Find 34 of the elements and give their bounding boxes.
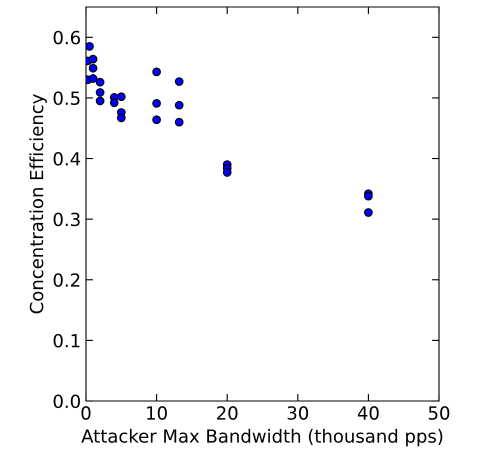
point [152,99,161,108]
point [96,78,104,87]
y-tick-label: 0.2 [54,273,80,287]
y-tick-label: 0.0 [54,394,80,408]
x-tick-label: 10 [147,406,167,420]
x-tick-label: 20 [217,406,238,420]
y-tick-label: 0.6 [54,30,80,44]
x-tick-label: 50 [428,406,450,420]
point [96,88,104,97]
point [88,74,98,83]
point [96,96,104,106]
y-tick-label: 0.3 [54,212,80,226]
point [110,98,119,108]
point [88,64,98,73]
x-axis-title: Attacker Max Bandwidth (thousand pps) [81,428,442,446]
point [174,100,184,110]
point [174,118,184,127]
point [116,114,126,122]
point [152,68,161,76]
point [364,192,373,200]
x-tick-label: 30 [288,406,308,420]
point [116,92,126,102]
x-tick-label: 0 [81,406,91,420]
y-tick-label: 0.1 [54,334,80,348]
x-tick-label: 40 [358,406,379,420]
point [222,168,232,177]
y-axis-title: Concentration Efficiency [29,94,47,314]
point [364,208,373,217]
point [152,115,161,124]
point [86,42,94,51]
point [174,77,184,86]
y-tick-label: 0.5 [54,91,80,106]
y-tick-label: 0.4 [54,152,80,166]
point [88,54,98,64]
